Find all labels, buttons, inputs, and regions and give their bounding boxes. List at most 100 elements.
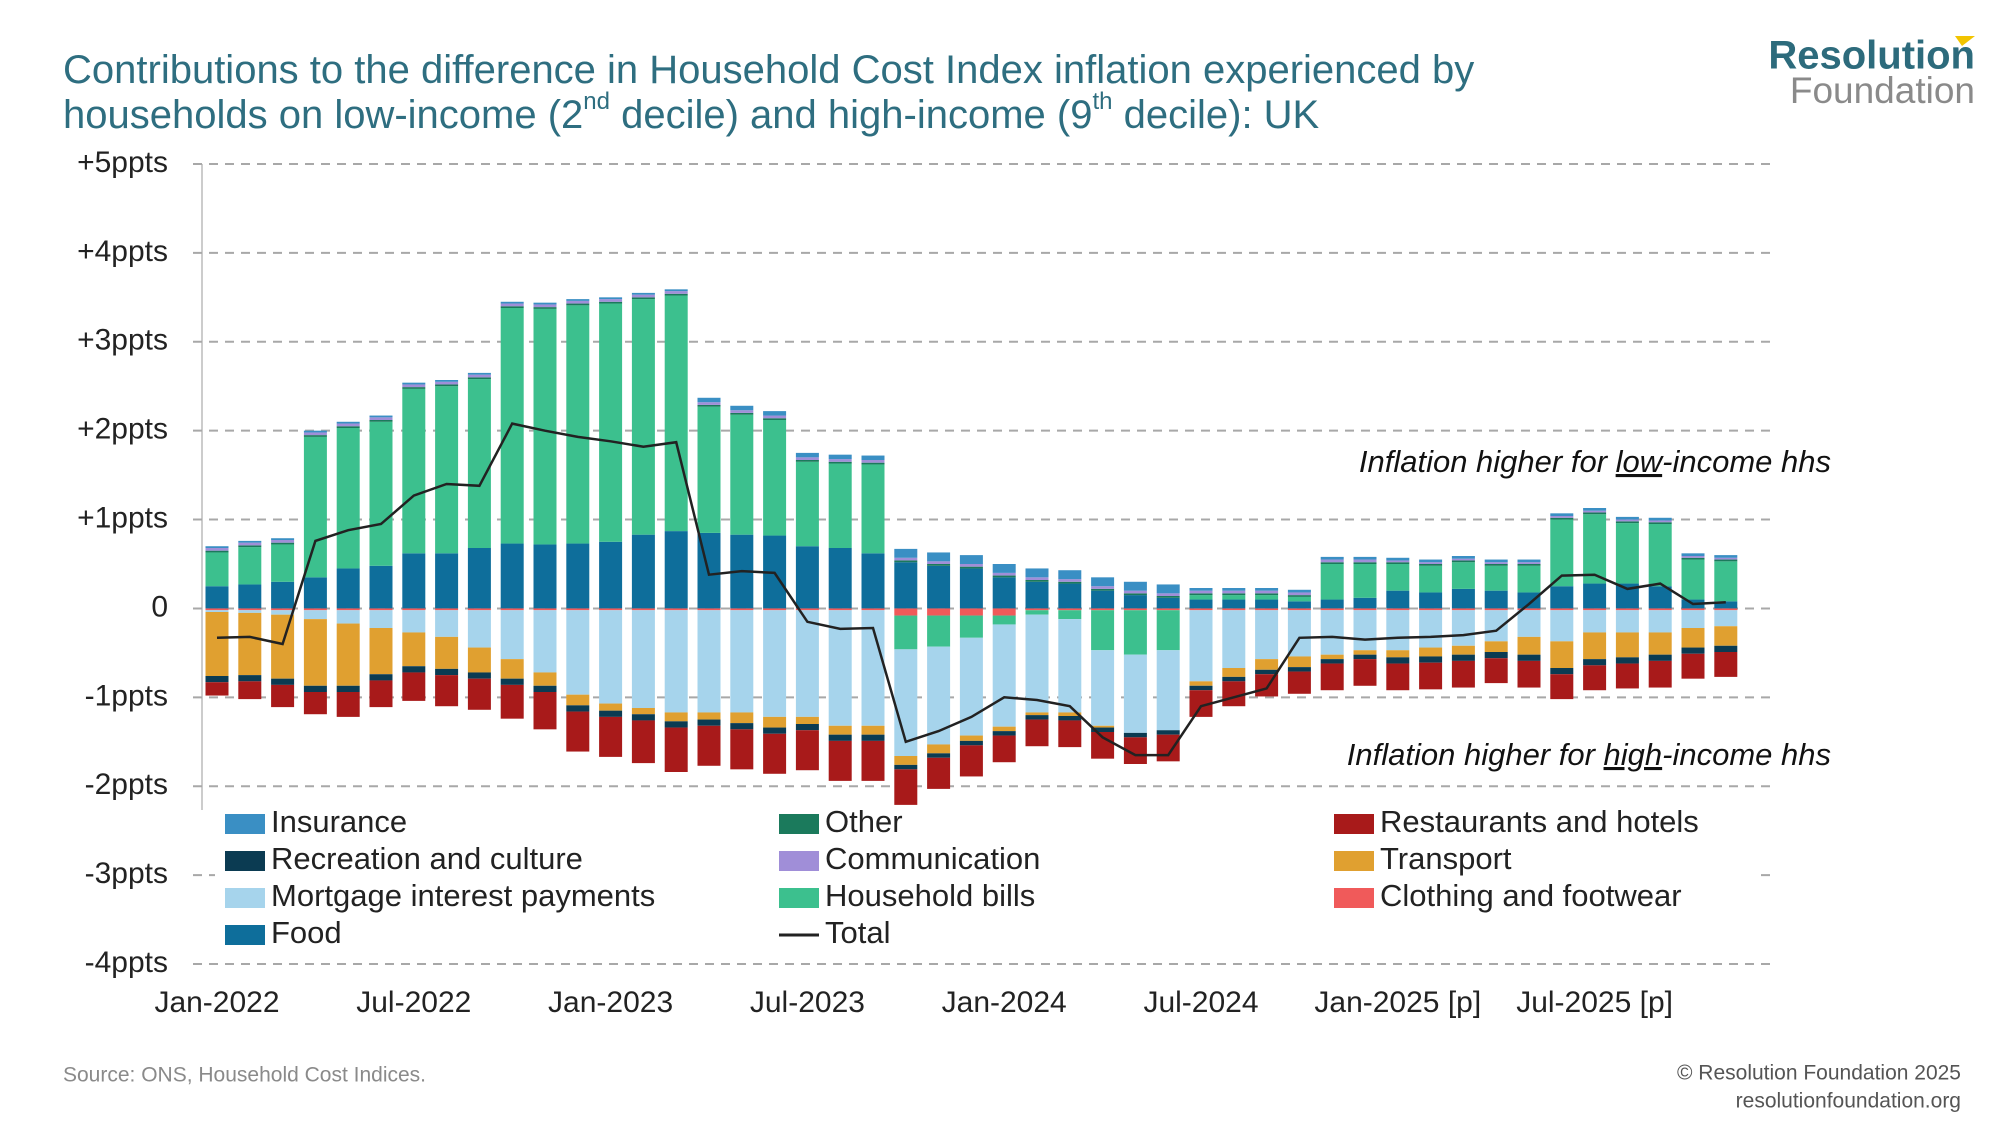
x-tick-label: Jul-2023	[750, 986, 865, 1019]
bar-segment	[500, 684, 524, 719]
legend-swatch	[779, 851, 819, 871]
bar-segment	[336, 421, 360, 424]
bar-segment	[566, 694, 590, 706]
bar-segment	[1058, 608, 1082, 611]
bar-segment	[369, 420, 393, 422]
bar-segment	[1550, 586, 1574, 609]
bar-segment	[1189, 590, 1213, 594]
bar-segment	[1222, 608, 1246, 611]
bar-segment	[1353, 556, 1377, 560]
bar-segment	[1550, 513, 1574, 516]
annotation-part: low	[1616, 444, 1665, 479]
legend-label: Other	[825, 804, 903, 839]
title-part: decile): UK	[1113, 93, 1320, 137]
bar-segment	[861, 610, 885, 726]
bar-segment	[927, 564, 951, 566]
bar-segment	[1615, 516, 1639, 520]
bar-segment	[992, 577, 1016, 609]
bar-segment	[1353, 562, 1377, 564]
bar-segment	[599, 541, 623, 609]
bar-segment	[828, 459, 852, 462]
bar-segment	[861, 460, 885, 463]
bar-segment	[1025, 577, 1049, 580]
bar-segment	[1189, 685, 1213, 691]
bar-segment	[205, 548, 229, 551]
bar-segment	[533, 308, 557, 545]
bar-segment	[599, 716, 623, 757]
bar-segment	[1189, 588, 1213, 591]
bar-segment	[1189, 681, 1213, 686]
bar-segment	[1714, 561, 1738, 602]
bar-segment	[1123, 595, 1147, 609]
bar-segment	[1517, 564, 1541, 566]
bar-segment	[1025, 715, 1049, 720]
x-tick-label: Jul-2022	[356, 986, 471, 1019]
bar-segment	[1222, 668, 1246, 677]
legend-swatch	[1334, 851, 1374, 871]
bar-segment	[402, 387, 426, 389]
bar-segment	[1419, 564, 1443, 566]
title-part: decile) and high-income (9	[610, 93, 1092, 137]
bar-segment	[1583, 608, 1607, 611]
bar-segment	[1681, 647, 1705, 654]
bar-segment	[631, 294, 655, 298]
bar-segment	[1025, 580, 1049, 582]
bar-segment	[205, 550, 229, 553]
bar-segment	[402, 610, 426, 633]
bar-segment	[1353, 650, 1377, 655]
bar-segment	[861, 553, 885, 609]
bar-segment	[664, 293, 688, 296]
bar-segment	[861, 740, 885, 781]
bar-segment	[303, 436, 327, 578]
bar-segment	[1615, 608, 1639, 611]
bar-segment	[1123, 593, 1147, 596]
bar-segment	[1517, 660, 1541, 688]
bar-segment	[1156, 596, 1180, 598]
bar-segment	[303, 432, 327, 436]
bar-segment	[1091, 590, 1115, 609]
y-tick-label: +3ppts	[77, 324, 168, 357]
bar-segment	[1451, 660, 1475, 688]
bar-segment	[271, 544, 295, 582]
bar-segment	[730, 712, 754, 724]
bar-segment	[927, 552, 951, 562]
bar-segment	[435, 675, 459, 707]
bar-segment	[730, 610, 754, 713]
y-tick-label: -3ppts	[85, 857, 168, 890]
bar-segment	[402, 666, 426, 673]
bar-segment	[467, 672, 491, 679]
bar-segment	[828, 734, 852, 741]
bar-segment	[1386, 564, 1410, 591]
bar-segment	[1583, 510, 1607, 513]
bar-segment	[1320, 610, 1344, 655]
bar-segment	[1123, 590, 1147, 594]
y-tick-label: +2ppts	[77, 413, 168, 446]
bar-segment	[1058, 619, 1082, 713]
bar-segment	[1583, 665, 1607, 691]
bar-segment	[959, 735, 983, 741]
bar-segment	[1714, 626, 1738, 646]
bar-segment	[1222, 610, 1246, 668]
chart-title: households on low-income (2nd decile) an…	[63, 88, 1320, 136]
bar-segment	[1484, 565, 1508, 591]
legend-label: Household bills	[825, 878, 1035, 913]
bar-segment	[1123, 737, 1147, 764]
bar-segment	[533, 304, 557, 308]
bar-segment	[992, 608, 1016, 616]
bar-segment	[1287, 601, 1311, 609]
annotation: Inflation higher for high-income hhs	[1347, 737, 1831, 772]
bar-segment	[271, 684, 295, 708]
bar-segment	[697, 712, 721, 720]
bar-segment	[1320, 608, 1344, 611]
bar-segment	[1156, 597, 1180, 609]
bar-segment	[238, 612, 262, 676]
bar-segment	[369, 674, 393, 681]
bar-segment	[1714, 601, 1738, 609]
bar-segment	[533, 610, 557, 673]
bar-segment	[1484, 564, 1508, 566]
bar-segment	[1648, 610, 1672, 633]
bar-segment	[992, 575, 1016, 578]
bar-segment	[664, 608, 688, 611]
title-line: Contributions to the difference in House…	[63, 48, 1474, 92]
bar-segment	[1025, 712, 1049, 716]
